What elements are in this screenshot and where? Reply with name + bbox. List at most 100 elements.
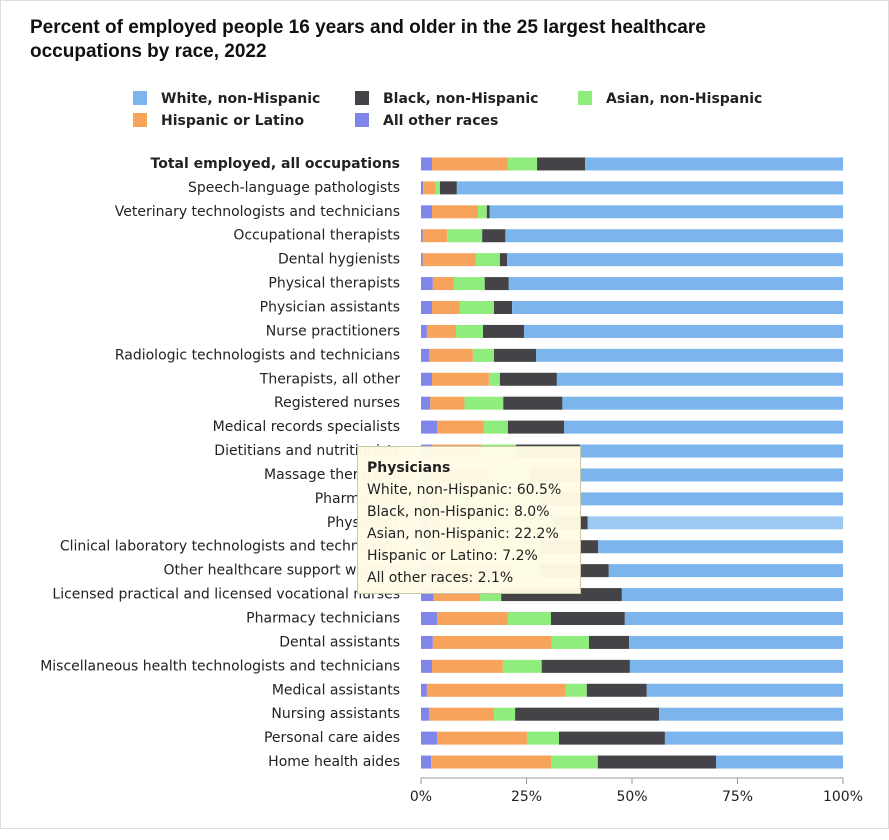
bar-segment [421,229,423,243]
tooltip-line: Black, non-Hispanic: 8.0% [367,504,550,520]
x-tick-label: 75% [722,789,753,805]
category-label: Physical therapists [268,276,400,292]
bar-segment [580,468,843,482]
bar-segment [437,731,527,745]
bar-segment [483,324,524,338]
bar-segment [565,683,587,697]
x-tick-label: 0% [410,789,432,805]
bar-segment [421,635,433,649]
bar-segment [512,301,843,314]
bar-segment [629,659,843,673]
bar-segment [429,707,495,721]
tooltip-line: Asian, non-Hispanic: 22.2% [367,526,559,542]
bar-segment [523,324,843,338]
bar-segment [494,301,513,314]
bar-segment [715,755,843,769]
bar-segment [472,348,495,362]
bar-segment [475,253,500,267]
bar-segment [453,277,485,291]
bar-segment [515,707,660,721]
bar-segment [421,396,431,410]
bar-segment [551,635,589,649]
legend: White, non-Hispanic Black, non-Hispanic As… [133,91,762,129]
bar-segment [421,683,427,697]
bar-segment [537,157,586,171]
legend-swatch [355,91,369,105]
legend-swatch [355,113,369,127]
legend-swatch [133,91,147,105]
bar-segment [431,755,551,769]
category-label: Registered nurses [274,395,400,411]
bar-segment [556,372,843,386]
category-label: Home health aides [268,754,400,770]
x-tick-label: 100% [823,789,863,805]
bar-segment [422,253,476,267]
category-label: Pharmacy technicians [246,611,400,627]
bar-segment [503,396,563,410]
bar-segment [421,253,423,267]
bar-segment [464,396,504,410]
bar-segment [431,372,489,386]
bar-segment [489,205,843,219]
bar-segment [435,181,440,195]
legend-label: White, non-Hispanic [161,91,320,107]
category-label: Total employed, all occupations [151,156,400,172]
tooltip-line: All other races: 2.1% [367,570,513,586]
bar-segment [624,612,843,625]
chart-title: Percent of employed people 16 years and … [30,17,706,38]
bar-segment [423,181,436,195]
bar-segment [421,707,430,721]
bar-segment [580,444,843,458]
legend-label: Black, non-Hispanic [383,91,538,107]
bar-segment [421,755,432,769]
bar-segment [502,659,542,673]
x-tick-label: 50% [616,789,647,805]
bar-segment [437,420,484,434]
bar-segment [494,348,537,362]
bar-segment [483,420,508,434]
category-label: Physician assistants [260,300,400,316]
bar-segment [439,181,457,195]
bar-segment [526,731,559,745]
bar-segment [421,205,432,219]
bar-segment [421,277,433,291]
legend-label: Asian, non-Hispanic [606,91,762,107]
bar-segment [588,635,630,649]
bar-segment [477,205,487,219]
bar-segment [659,707,843,721]
bar-segment [664,731,843,745]
bar-segment [421,420,438,434]
legend-label: All other races [383,113,498,129]
bar-segment [587,516,843,530]
bar-segment [541,659,630,673]
tooltip: Physicians White, non-Hispanic: 60.5% Blac… [357,446,581,594]
bar-segment [429,348,473,362]
bar-segment [421,181,424,195]
bar-segment [597,755,716,769]
bar-segment [507,253,843,267]
bar-segment [507,420,565,434]
category-label: Miscellaneous health technologists and t… [40,658,400,674]
category-label: Clinical laboratory technologists and te… [60,539,400,555]
bar-segment [421,731,438,745]
bar-segment [598,540,843,554]
bar-segment [585,157,843,171]
bar-segment [421,372,432,386]
bar-segment [629,635,843,649]
bar-segment [432,635,552,649]
bar-segment [456,181,843,195]
bar-segment [550,612,625,625]
category-label: Speech-language pathologists [188,180,400,196]
bar-segment [486,205,490,219]
bar-segment [494,707,516,721]
tooltip-line: Hispanic or Latino: 7.2% [367,548,538,564]
category-label: Dental hygienists [278,252,400,268]
bar-segment [508,277,843,291]
bar-segment [426,683,566,697]
bar-segment [456,324,484,338]
bar-segment [421,157,432,171]
tooltip-box [357,446,581,594]
category-label: Other healthcare support workers [163,563,400,579]
bar-segment [580,492,843,506]
